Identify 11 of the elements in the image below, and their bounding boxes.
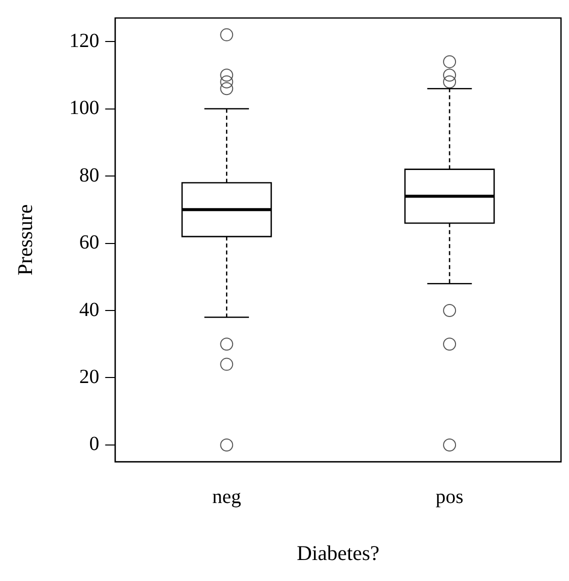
x-tick-label: neg: [212, 486, 242, 508]
x-tick-label: pos: [436, 486, 464, 508]
y-tick-label: 20: [79, 366, 100, 388]
y-tick-label: 60: [79, 232, 100, 254]
y-tick-label: 100: [69, 97, 100, 120]
y-axis-title: Pressure: [13, 204, 38, 276]
y-tick-label: 80: [79, 164, 100, 186]
x-axis-title: Diabetes?: [296, 540, 380, 565]
y-tick-label: 120: [69, 30, 100, 52]
y-tick-label: 40: [79, 298, 100, 321]
y-tick-label: 0: [89, 433, 100, 456]
